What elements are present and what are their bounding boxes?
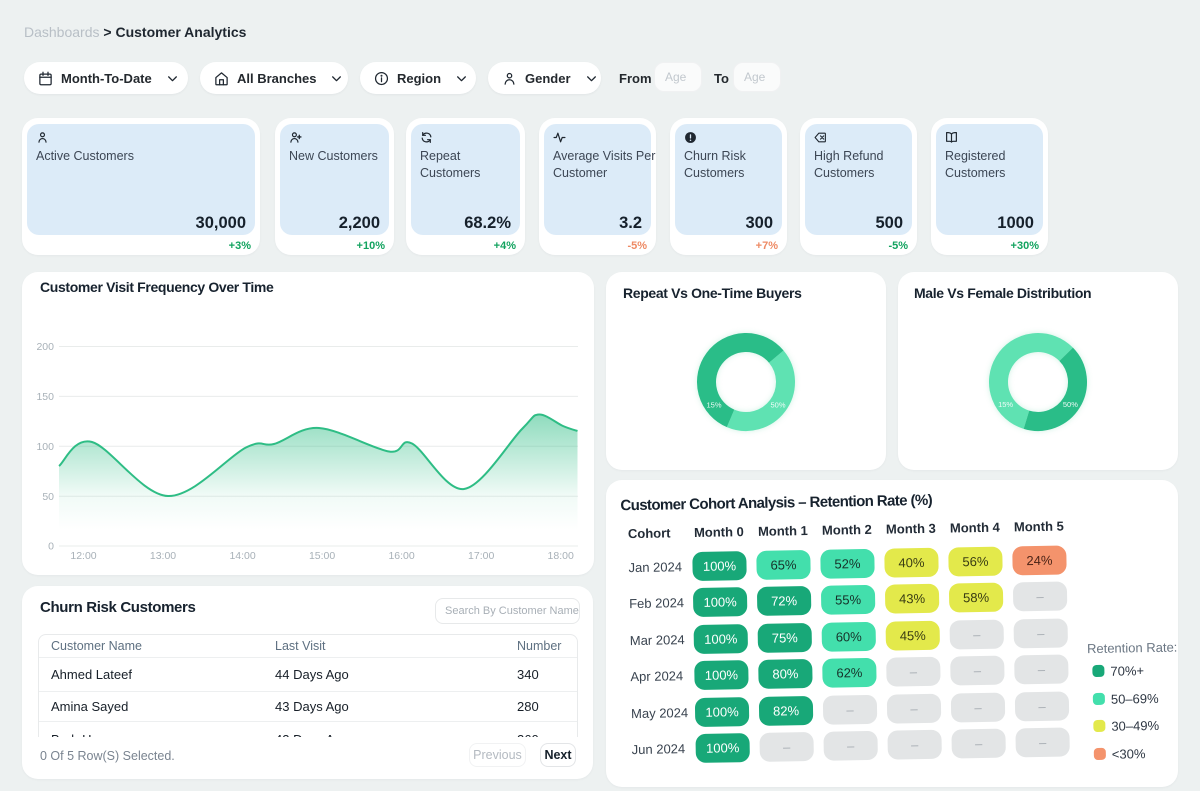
svg-text:150: 150 bbox=[36, 391, 54, 403]
svg-text:17:00: 17:00 bbox=[468, 550, 494, 562]
svg-text:15:00: 15:00 bbox=[309, 550, 335, 562]
svg-text:13:00: 13:00 bbox=[150, 550, 176, 562]
svg-text:200: 200 bbox=[36, 341, 54, 353]
svg-text:14:00: 14:00 bbox=[229, 550, 255, 562]
svg-text:50%: 50% bbox=[1063, 400, 1078, 409]
svg-text:12:00: 12:00 bbox=[70, 550, 96, 562]
svg-text:0: 0 bbox=[48, 541, 54, 553]
svg-text:100: 100 bbox=[36, 441, 54, 453]
svg-text:18:00: 18:00 bbox=[548, 550, 574, 562]
svg-text:15%: 15% bbox=[706, 401, 721, 410]
svg-text:16:00: 16:00 bbox=[388, 550, 414, 562]
svg-text:15%: 15% bbox=[998, 400, 1013, 409]
svg-text:50: 50 bbox=[42, 491, 54, 503]
svg-text:50%: 50% bbox=[770, 401, 785, 410]
